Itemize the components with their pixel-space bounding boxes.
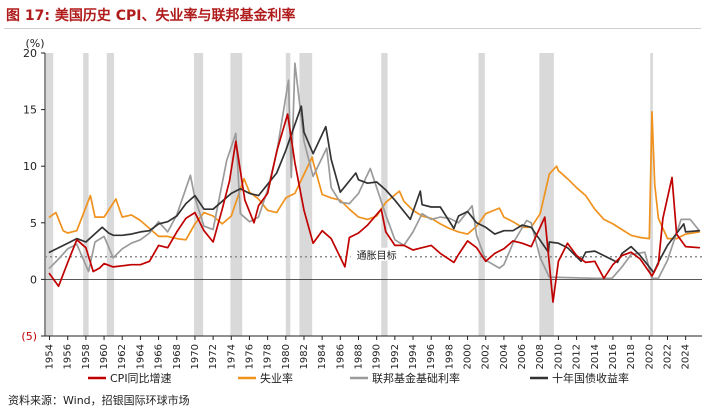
x-tick-label-25: 2004 bbox=[499, 344, 510, 369]
x-tick-label-10: 1974 bbox=[226, 344, 237, 369]
x-tick-label-29: 2012 bbox=[572, 344, 583, 369]
x-tick-label-17: 1988 bbox=[354, 344, 365, 369]
series-line-0 bbox=[48, 113, 701, 303]
y-tick-label-3: 10 bbox=[23, 160, 37, 173]
inflation-target-label-bg bbox=[350, 247, 403, 261]
x-tick-label-7: 1968 bbox=[172, 344, 183, 369]
recession-band-3 bbox=[194, 53, 204, 336]
x-tick-label-2: 1958 bbox=[81, 344, 92, 369]
y-axis-unit-label: (%) bbox=[25, 37, 44, 50]
x-tick-label-32: 2018 bbox=[626, 344, 637, 369]
y-tick-label-5: 20 bbox=[23, 47, 37, 60]
x-tick-label-11: 1976 bbox=[244, 344, 255, 369]
x-tick-label-34: 2022 bbox=[662, 344, 673, 369]
x-tick-label-13: 1980 bbox=[281, 344, 292, 369]
x-tick-label-35: 2024 bbox=[681, 344, 692, 369]
x-tick-label-27: 2008 bbox=[535, 344, 546, 369]
figure-title: 图 17: 美国历史 CPI、失业率与联邦基金利率 bbox=[6, 8, 296, 24]
x-tick-label-23: 2000 bbox=[463, 344, 474, 369]
x-tick-label-14: 1982 bbox=[299, 344, 310, 369]
legend-label-3: 十年国债收益率 bbox=[552, 371, 629, 385]
x-tick-label-9: 1972 bbox=[208, 344, 219, 369]
x-tick-label-0: 1954 bbox=[45, 344, 56, 369]
x-tick-label-31: 2016 bbox=[608, 344, 619, 369]
legend-label-2: 联邦基金基础利率 bbox=[372, 371, 460, 385]
inflation-target-label: 通胀目标 bbox=[357, 250, 397, 262]
x-tick-label-33: 2020 bbox=[644, 344, 655, 369]
recession-band-8 bbox=[478, 53, 485, 336]
recession-band-4 bbox=[230, 53, 243, 336]
x-tick-label-8: 1970 bbox=[190, 344, 201, 369]
recession-band-0 bbox=[45, 53, 54, 336]
recession-band-7 bbox=[381, 53, 388, 336]
x-tick-label-12: 1978 bbox=[263, 344, 274, 369]
title-divider bbox=[4, 28, 701, 29]
series-line-2 bbox=[48, 62, 701, 280]
x-tick-label-20: 1994 bbox=[408, 344, 419, 369]
x-tick-label-1: 1956 bbox=[63, 344, 74, 369]
recession-band-10 bbox=[650, 53, 653, 336]
x-tick-label-26: 2006 bbox=[517, 344, 528, 369]
y-tick-label-0: (5) bbox=[21, 330, 37, 343]
source-note: 资料来源：Wind，招银国际环球市场 bbox=[8, 394, 190, 407]
recession-band-1 bbox=[83, 53, 89, 336]
x-tick-label-5: 1964 bbox=[135, 344, 146, 369]
series-line-1 bbox=[48, 111, 701, 241]
x-tick-label-18: 1990 bbox=[372, 344, 383, 369]
recession-band-2 bbox=[106, 53, 115, 336]
x-tick-label-24: 2002 bbox=[481, 344, 492, 369]
y-tick-label-2: 5 bbox=[30, 217, 37, 230]
legend-label-1: 失业率 bbox=[260, 371, 293, 385]
recession-band-5 bbox=[285, 53, 291, 336]
x-tick-label-21: 1996 bbox=[426, 344, 437, 369]
x-tick-label-22: 1998 bbox=[444, 344, 455, 369]
x-tick-label-30: 2014 bbox=[590, 344, 601, 369]
series-line-3 bbox=[48, 105, 701, 274]
x-tick-label-3: 1960 bbox=[99, 344, 110, 369]
y-tick-label-4: 15 bbox=[23, 104, 37, 117]
x-tick-label-16: 1986 bbox=[335, 344, 346, 369]
x-tick-label-19: 1992 bbox=[390, 344, 401, 369]
x-tick-label-15: 1984 bbox=[317, 344, 328, 369]
x-tick-label-4: 1962 bbox=[117, 344, 128, 369]
x-tick-label-6: 1966 bbox=[154, 344, 165, 369]
legend-label-0: CPI同比增速 bbox=[110, 371, 172, 385]
y-tick-label-1: 0 bbox=[30, 273, 37, 286]
x-tick-label-28: 2010 bbox=[553, 344, 564, 369]
